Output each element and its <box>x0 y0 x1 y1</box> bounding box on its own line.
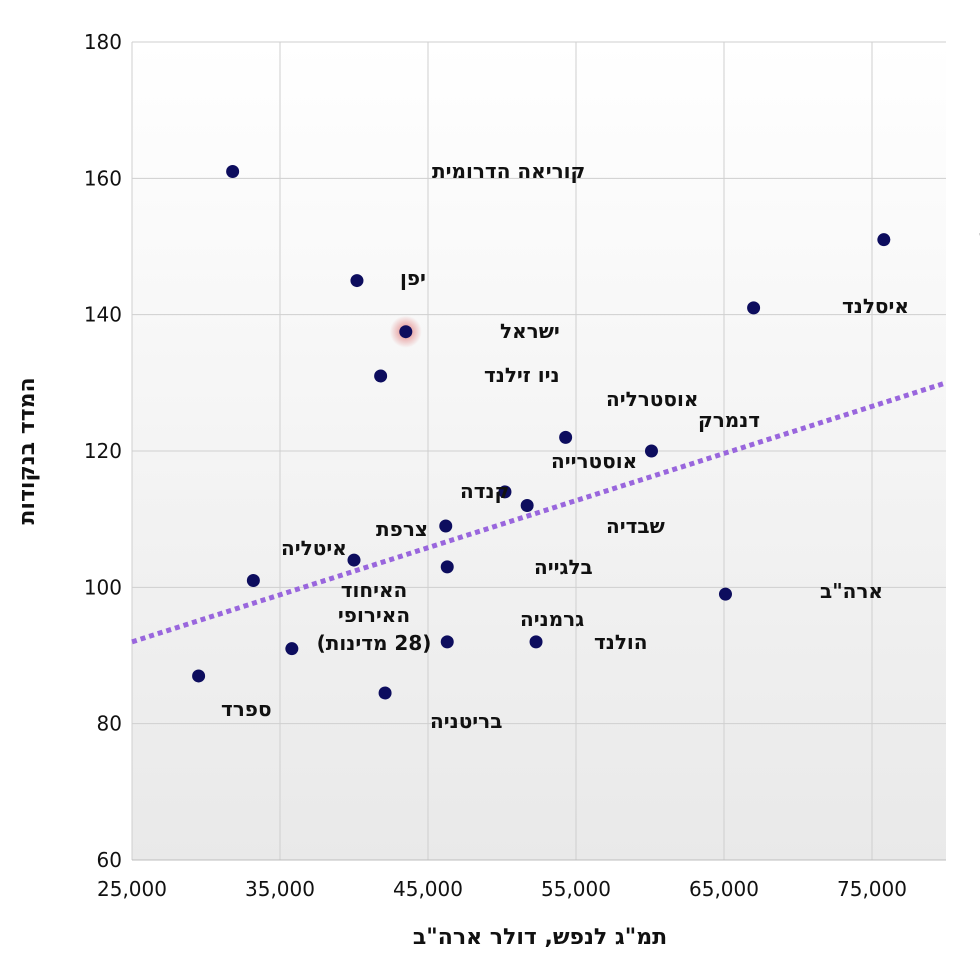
point-label: ארה"ב <box>820 579 883 603</box>
point-label: ישראל <box>500 319 560 343</box>
point-label: אוסטרליה <box>606 387 698 411</box>
point-label: בלגייה <box>534 555 593 579</box>
point-label-line: האיחוד <box>341 578 408 602</box>
point-label: ניו זילנד <box>484 363 560 387</box>
data-point <box>285 642 299 656</box>
point-label: צרפת <box>376 517 428 541</box>
data-point <box>498 485 512 499</box>
point-label: איטליה <box>281 536 347 560</box>
y-tick-label: 100 <box>84 575 122 599</box>
data-point <box>350 274 364 288</box>
x-tick-label: 25,000 <box>97 877 167 901</box>
x-tick-label: 35,000 <box>245 877 315 901</box>
data-point <box>399 325 413 339</box>
data-point <box>520 499 534 513</box>
data-point <box>439 519 453 533</box>
data-point <box>440 560 454 574</box>
x-tick-label: 45,000 <box>393 877 463 901</box>
point-label: יפן <box>400 266 426 290</box>
y-tick-label: 80 <box>97 712 122 736</box>
data-point <box>440 635 454 649</box>
point-label: הולנד <box>594 630 648 654</box>
data-point <box>644 444 658 458</box>
point-label: בריטניה <box>430 709 502 733</box>
data-point <box>347 553 361 567</box>
grid-lines <box>131 41 946 861</box>
point-label: אוסטרייה <box>551 449 637 473</box>
point-labels-group: קוריאה הדרומית נורווגיה יפן איסלנד ישראל ניו … <box>221 159 980 733</box>
data-point <box>529 635 543 649</box>
data-point <box>718 587 732 601</box>
data-point <box>226 165 240 179</box>
point-label: דנמרק <box>698 408 760 432</box>
x-tick-label: 55,000 <box>541 877 611 901</box>
point-label: קוריאה הדרומית <box>432 159 585 183</box>
trendline <box>131 380 947 645</box>
data-points-group <box>192 165 891 700</box>
data-point <box>192 669 206 683</box>
y-tick-label: 180 <box>84 30 122 54</box>
y-tick-label: 140 <box>84 303 122 327</box>
point-label: גרמניה <box>520 607 584 631</box>
point-label: איסלנד <box>842 294 909 318</box>
data-point <box>246 574 260 588</box>
point-label-line: (28 מדינות) <box>317 631 432 655</box>
y-tick-label: 160 <box>84 166 122 190</box>
y-tick-label: 60 <box>97 848 122 872</box>
point-label: נורווגיה <box>978 225 980 249</box>
point-label-line: האירופי <box>338 603 410 627</box>
point-label: האיחוד האירופי (28 מדינות) <box>317 578 432 655</box>
data-point <box>559 430 573 444</box>
data-point <box>877 233 891 247</box>
point-label: ספרד <box>221 697 272 721</box>
data-point <box>378 686 392 700</box>
point-label: שבדיה <box>606 514 665 538</box>
y-axis-title: המדד בנקודות <box>15 377 40 524</box>
data-point <box>747 301 761 315</box>
x-axis-title: תמ"ג לנפש, דולר ארה"ב <box>413 925 667 950</box>
data-point <box>374 369 388 383</box>
trendline-group <box>131 380 947 645</box>
x-tick-label: 65,000 <box>689 877 759 901</box>
y-tick-label: 120 <box>84 439 122 463</box>
point-label: קנדה <box>460 479 509 503</box>
tick-labels-group: 25,000 35,000 45,000 55,000 65,000 75,000 60 80… <box>84 30 907 901</box>
x-tick-label: 75,000 <box>837 877 907 901</box>
